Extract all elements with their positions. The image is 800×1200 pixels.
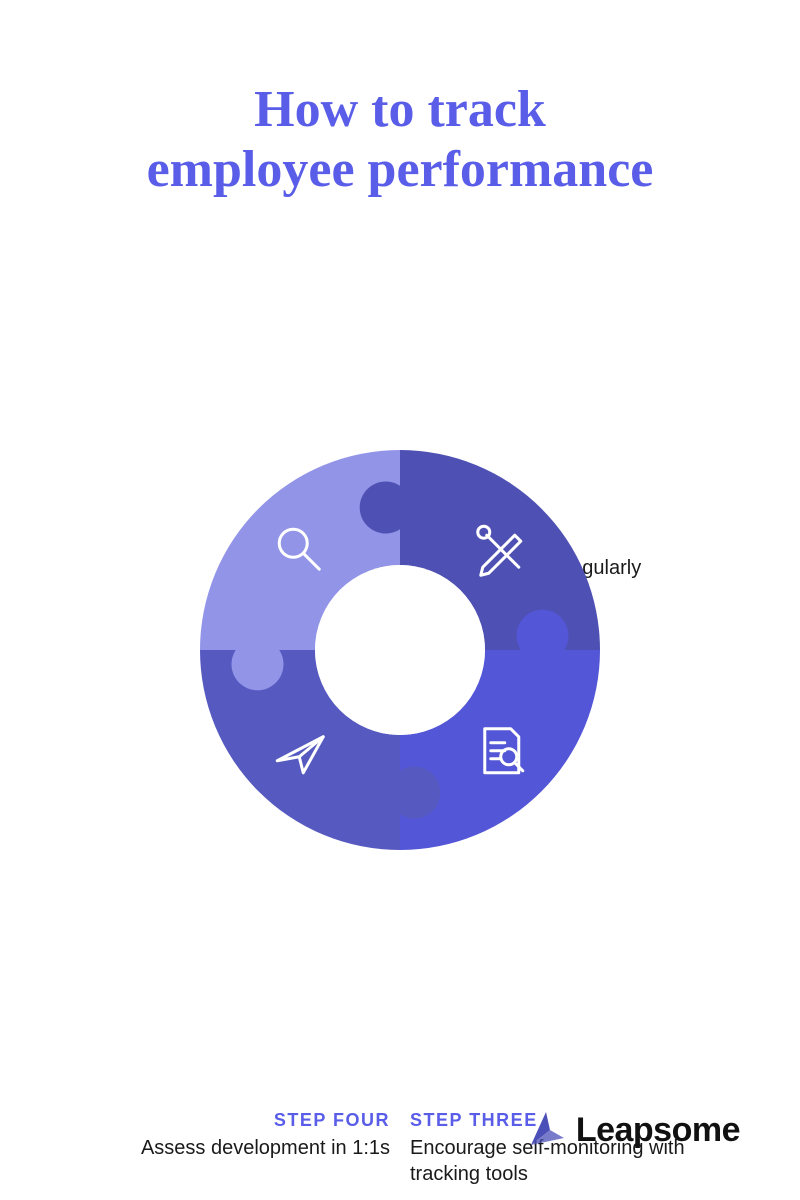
brand-name: Leapsome bbox=[576, 1111, 740, 1150]
donut-hole bbox=[315, 565, 485, 735]
step-four-desc: Assess development in 1:1s bbox=[60, 1135, 390, 1161]
donut-chart bbox=[170, 420, 630, 880]
brand: Leapsome bbox=[526, 1110, 740, 1150]
step-four: STEP FOUR Assess development in 1:1s bbox=[60, 1110, 390, 1161]
title-line-1: How to track bbox=[254, 81, 546, 138]
knob-bottom bbox=[388, 767, 440, 819]
brand-logo-icon bbox=[526, 1110, 566, 1150]
step-four-label: STEP FOUR bbox=[60, 1110, 390, 1131]
knob-left bbox=[232, 638, 284, 690]
knob-top bbox=[360, 482, 412, 534]
page-title: How to track employee performance bbox=[0, 0, 800, 200]
knob-right bbox=[517, 610, 569, 662]
donut-svg bbox=[170, 420, 630, 880]
title-line-2: employee performance bbox=[147, 141, 654, 198]
